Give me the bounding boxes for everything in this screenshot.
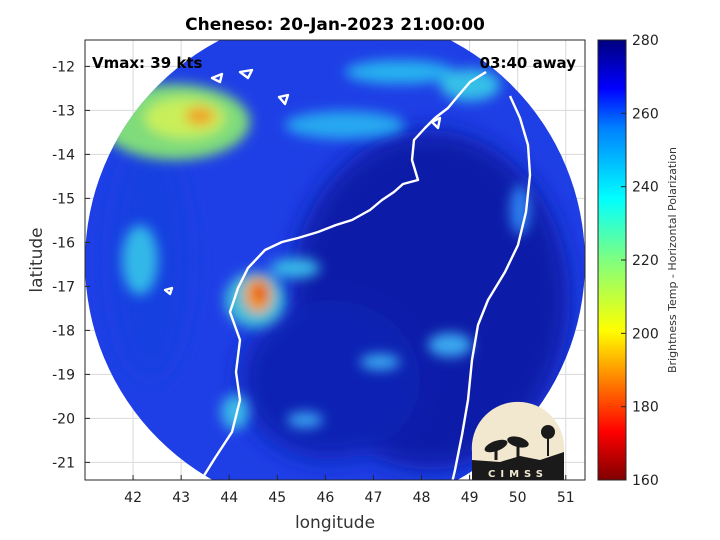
logo-dish-right xyxy=(507,436,529,448)
y-tick-label: -15 xyxy=(52,191,75,207)
colorbar-ticks: 280 260 240 220 200 180 160 xyxy=(621,33,659,489)
colorbar-tick-label: 240 xyxy=(632,180,659,196)
y-tick-label: -21 xyxy=(52,455,75,471)
vmax-label: Vmax: 39 kts xyxy=(92,54,202,72)
colorbar: 280 260 240 220 200 180 160 Brightness Temp - … xyxy=(597,33,679,489)
logo-dish-left xyxy=(484,439,508,453)
y-tick-label: -20 xyxy=(52,411,75,427)
time-away-label: 03:40 away xyxy=(480,54,577,72)
x-tick-label: 47 xyxy=(365,490,383,506)
colorbar-tick-label: 160 xyxy=(632,473,659,489)
x-tick-label: 45 xyxy=(268,490,286,506)
plot-frame xyxy=(84,39,586,481)
colorbar-tick-label: 260 xyxy=(632,106,659,122)
y-tick-label: -16 xyxy=(52,235,75,251)
y-axis-label: latitude xyxy=(27,227,47,292)
logo-water-tower xyxy=(541,425,555,439)
colorbar-tick-label: 200 xyxy=(632,326,659,342)
logo-text: CIMSS xyxy=(488,469,548,480)
y-tick-label: -17 xyxy=(52,279,75,295)
y-tick-label: -19 xyxy=(52,367,75,383)
colorbar-tick-label: 220 xyxy=(632,253,659,269)
colorbar-tick-label: 180 xyxy=(632,400,659,416)
cimss-logo: CIMSS xyxy=(471,401,564,480)
x-tick-label: 51 xyxy=(557,490,575,506)
x-tick-label: 44 xyxy=(220,490,238,506)
coastlines xyxy=(163,68,532,480)
x-axis: 42 43 44 45 46 47 48 49 50 51 xyxy=(124,475,575,506)
y-axis: -12 -13 -14 -15 -16 -17 -18 -19 -20 -21 xyxy=(52,59,90,471)
x-tick-label: 50 xyxy=(509,490,527,506)
x-tick-label: 46 xyxy=(316,490,334,506)
y-tick-label: -14 xyxy=(52,147,75,163)
cloud-features xyxy=(100,60,530,430)
x-axis-label: longitude xyxy=(295,513,375,533)
x-tick-label: 43 xyxy=(172,490,190,506)
colorbar-label: Brightness Temp - Horizontal Polarizatio… xyxy=(666,147,679,373)
x-tick-label: 48 xyxy=(413,490,431,506)
colorbar-tick-label: 280 xyxy=(632,33,659,49)
x-tick-label: 49 xyxy=(461,490,479,506)
y-tick-label: -13 xyxy=(52,103,75,119)
y-tick-label: -18 xyxy=(52,323,75,339)
chart-title: Cheneso: 20-Jan-2023 21:00:00 xyxy=(185,15,485,35)
y-tick-label: -12 xyxy=(52,59,75,75)
x-tick-label: 42 xyxy=(124,490,142,506)
